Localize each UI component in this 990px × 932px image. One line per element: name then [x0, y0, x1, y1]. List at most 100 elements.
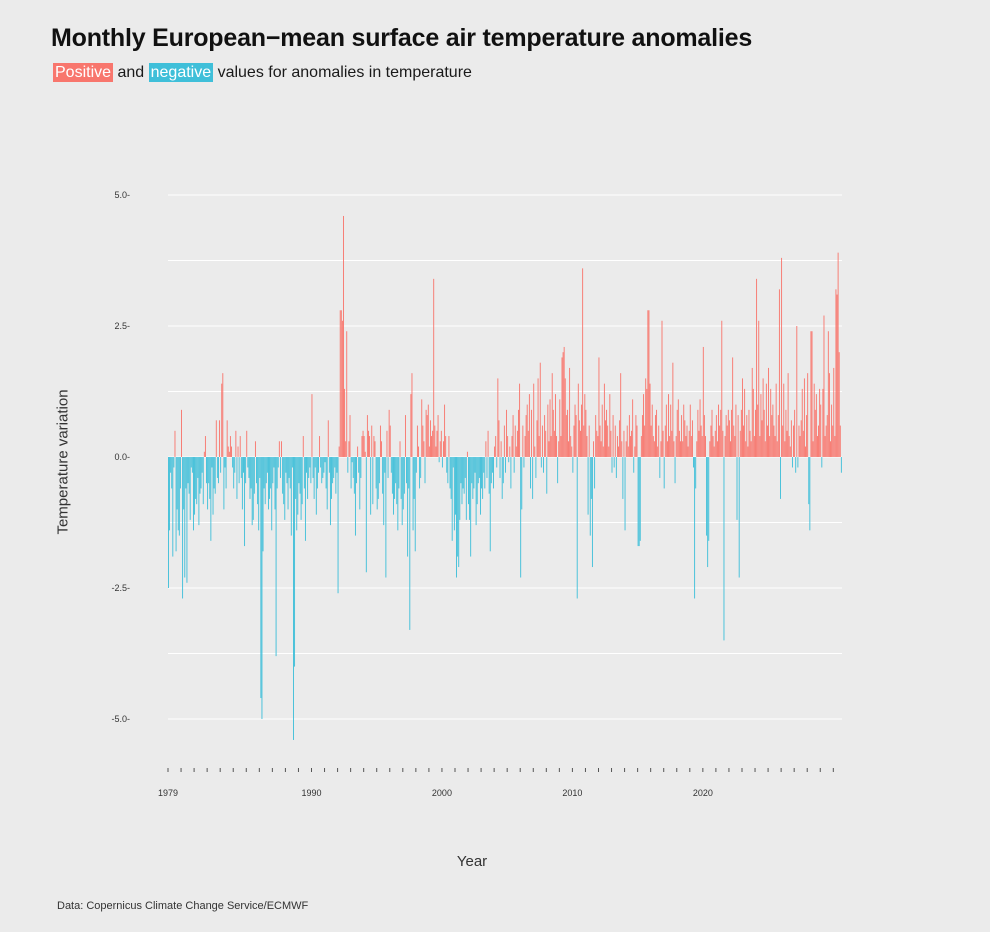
negative-bar [414, 457, 416, 552]
positive-bar [670, 404, 672, 457]
positive-bar [752, 388, 754, 457]
negative-bar [170, 457, 172, 473]
negative-bar [196, 457, 198, 505]
positive-bar [828, 373, 830, 457]
positive-bar [725, 415, 727, 457]
negative-bar [312, 457, 314, 478]
positive-bar [730, 441, 731, 457]
negative-bar [471, 457, 473, 484]
negative-bar [202, 457, 204, 505]
positive-bar [645, 378, 647, 457]
negative-bar [304, 457, 306, 541]
positive-bar [806, 415, 808, 457]
positive-bar [722, 430, 724, 457]
positive-bar [826, 415, 828, 457]
negative-bar [287, 457, 289, 510]
negative-bar [393, 457, 394, 515]
positive-bar [647, 310, 649, 457]
negative-bar [468, 457, 469, 505]
positive-bar [547, 404, 549, 457]
negative-bar [808, 457, 810, 505]
negative-bar [236, 457, 238, 499]
positive-bar [254, 441, 256, 457]
positive-bar [511, 436, 513, 457]
positive-bar [399, 441, 401, 457]
data-source: Data: Copernicus Climate Change Service/… [57, 900, 309, 912]
negative-bar [395, 457, 397, 484]
positive-bar [561, 357, 563, 457]
negative-bar [232, 457, 234, 468]
negative-bar [454, 457, 456, 515]
negative-bar [171, 457, 173, 489]
positive-bar [346, 331, 348, 457]
positive-bar [534, 446, 536, 457]
positive-bar [689, 404, 691, 457]
positive-bar [734, 436, 736, 457]
positive-bar [678, 430, 680, 457]
positive-bar [776, 441, 778, 457]
positive-bar [440, 430, 442, 457]
positive-bar [631, 430, 633, 457]
positive-bar [246, 430, 248, 457]
negative-bar [708, 457, 710, 541]
negative-bar [546, 457, 548, 494]
y-tick-label: -5.0- [111, 714, 130, 724]
negative-bar [210, 457, 212, 541]
negative-bar [543, 457, 544, 473]
negative-bar [194, 457, 196, 515]
positive-bar [636, 425, 638, 457]
positive-bar [812, 441, 814, 457]
negative-bar [274, 457, 276, 510]
negative-bar [301, 457, 303, 505]
positive-bar [669, 436, 671, 457]
positive-bar [765, 383, 767, 457]
positive-bar [366, 415, 368, 457]
negative-bar [175, 457, 177, 552]
negative-bar [252, 457, 254, 520]
positive-bar [515, 446, 517, 457]
positive-bar [677, 399, 679, 457]
negative-bar [387, 457, 389, 478]
negative-bar [183, 457, 185, 510]
negative-bar [508, 457, 510, 463]
positive-bar [237, 446, 239, 457]
positive-bar [595, 415, 597, 457]
negative-bar [296, 457, 298, 531]
negative-bar [321, 457, 323, 484]
positive-bar [721, 320, 723, 457]
negative-bar [266, 457, 268, 473]
positive-bar [682, 441, 684, 457]
positive-bar [228, 451, 230, 457]
negative-bar [532, 457, 534, 499]
positive-bar [606, 409, 608, 457]
negative-bar [469, 457, 471, 520]
positive-bar [181, 409, 182, 457]
negative-bar [420, 457, 422, 478]
positive-bar [564, 378, 566, 457]
chart-title: Monthly European−mean surface air temper… [51, 24, 753, 52]
positive-bar [803, 378, 805, 457]
positive-bar [671, 430, 673, 457]
negative-bar [360, 457, 362, 478]
positive-bar [741, 378, 743, 457]
negative-bar [185, 457, 187, 489]
positive-bar [700, 425, 702, 457]
negative-bar [590, 457, 592, 499]
negative-bar [530, 457, 531, 489]
negative-bar [189, 457, 191, 520]
negative-bar [403, 457, 405, 494]
negative-bar [271, 457, 273, 531]
positive-bar [550, 436, 552, 457]
positive-bar [340, 310, 342, 457]
positive-bar [697, 409, 699, 457]
negative-bar [611, 457, 613, 473]
negative-bar [809, 457, 811, 531]
negative-bar [840, 457, 842, 473]
positive-bar [174, 430, 176, 457]
negative-bar [695, 457, 697, 489]
negative-bar [488, 457, 490, 494]
positive-bar [574, 404, 576, 457]
x-tick-label: 1979 [158, 788, 178, 798]
negative-bar [211, 457, 213, 468]
y-axis-ticks: -5.0- -2.5- 0.0- 2.5- 5.0- [111, 190, 130, 724]
